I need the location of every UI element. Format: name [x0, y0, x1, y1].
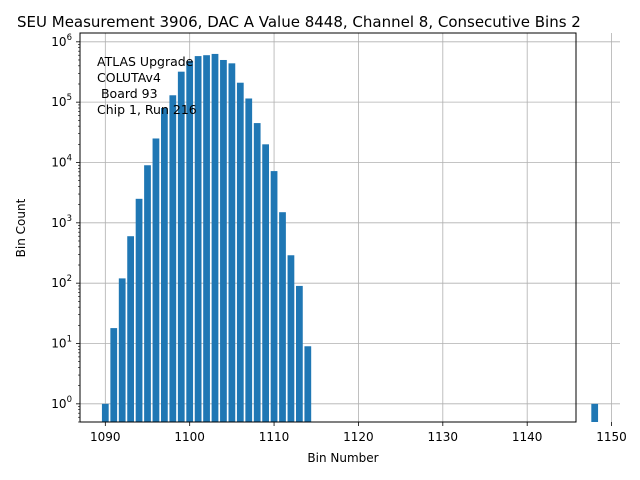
bar: [220, 59, 227, 423]
bar: [177, 71, 185, 423]
bar: [186, 61, 194, 423]
y-tick-label: 101: [51, 335, 72, 351]
bar: [152, 138, 160, 422]
annotation-line: ATLAS Upgrade: [97, 54, 194, 69]
annotation-line: Board 93: [97, 86, 158, 101]
bar: [245, 98, 253, 422]
x-tick-label: 1110: [259, 430, 290, 444]
bar: [591, 403, 599, 422]
x-tick-label: 1140: [512, 430, 543, 444]
x-axis: 1090 1100 1110 1120 1130 1140 1150: [90, 422, 627, 444]
bar: [161, 108, 168, 423]
x-tick-label: 1130: [428, 430, 459, 444]
bars: [101, 53, 599, 423]
bar: [253, 123, 261, 422]
y-axis-label: Bin Count: [14, 198, 28, 257]
bar: [270, 171, 278, 422]
plot-frame: [79, 32, 577, 423]
x-tick-label: 1150: [596, 430, 627, 444]
bar: [287, 255, 295, 422]
bar: [101, 403, 109, 422]
y-tick-label: 100: [51, 395, 72, 411]
y-tick-label: 102: [51, 274, 72, 290]
bar: [262, 144, 269, 422]
bar: [228, 63, 236, 423]
bar: [110, 328, 118, 422]
bar: [127, 236, 134, 422]
x-tick-label: 1100: [174, 430, 205, 444]
y-axis: 100 101 102 103 104 105 106: [51, 33, 80, 423]
y-tick-label: 106: [51, 33, 72, 49]
bar: [279, 212, 286, 422]
y-tick-label: 105: [51, 93, 72, 109]
x-tick-label: 1090: [90, 430, 121, 444]
annotation-line: Chip 1, Run 216: [97, 102, 197, 117]
bar: [296, 285, 303, 422]
chart-title: SEU Measurement 3906, DAC A Value 8448, …: [17, 13, 581, 31]
bar: [169, 95, 177, 423]
annotation-line: COLUTAv4: [97, 70, 161, 85]
bar: [135, 198, 143, 422]
y-tick-label: 104: [51, 153, 72, 169]
bar: [118, 278, 126, 422]
y-tick-label: 103: [51, 214, 72, 230]
bar: [304, 346, 312, 422]
bar: [194, 56, 202, 422]
bar: [203, 55, 210, 423]
bar: [144, 165, 151, 423]
x-axis-label: Bin Number: [307, 451, 378, 465]
bar: [211, 53, 219, 422]
x-tick-label: 1120: [343, 430, 374, 444]
bar: [236, 82, 244, 422]
